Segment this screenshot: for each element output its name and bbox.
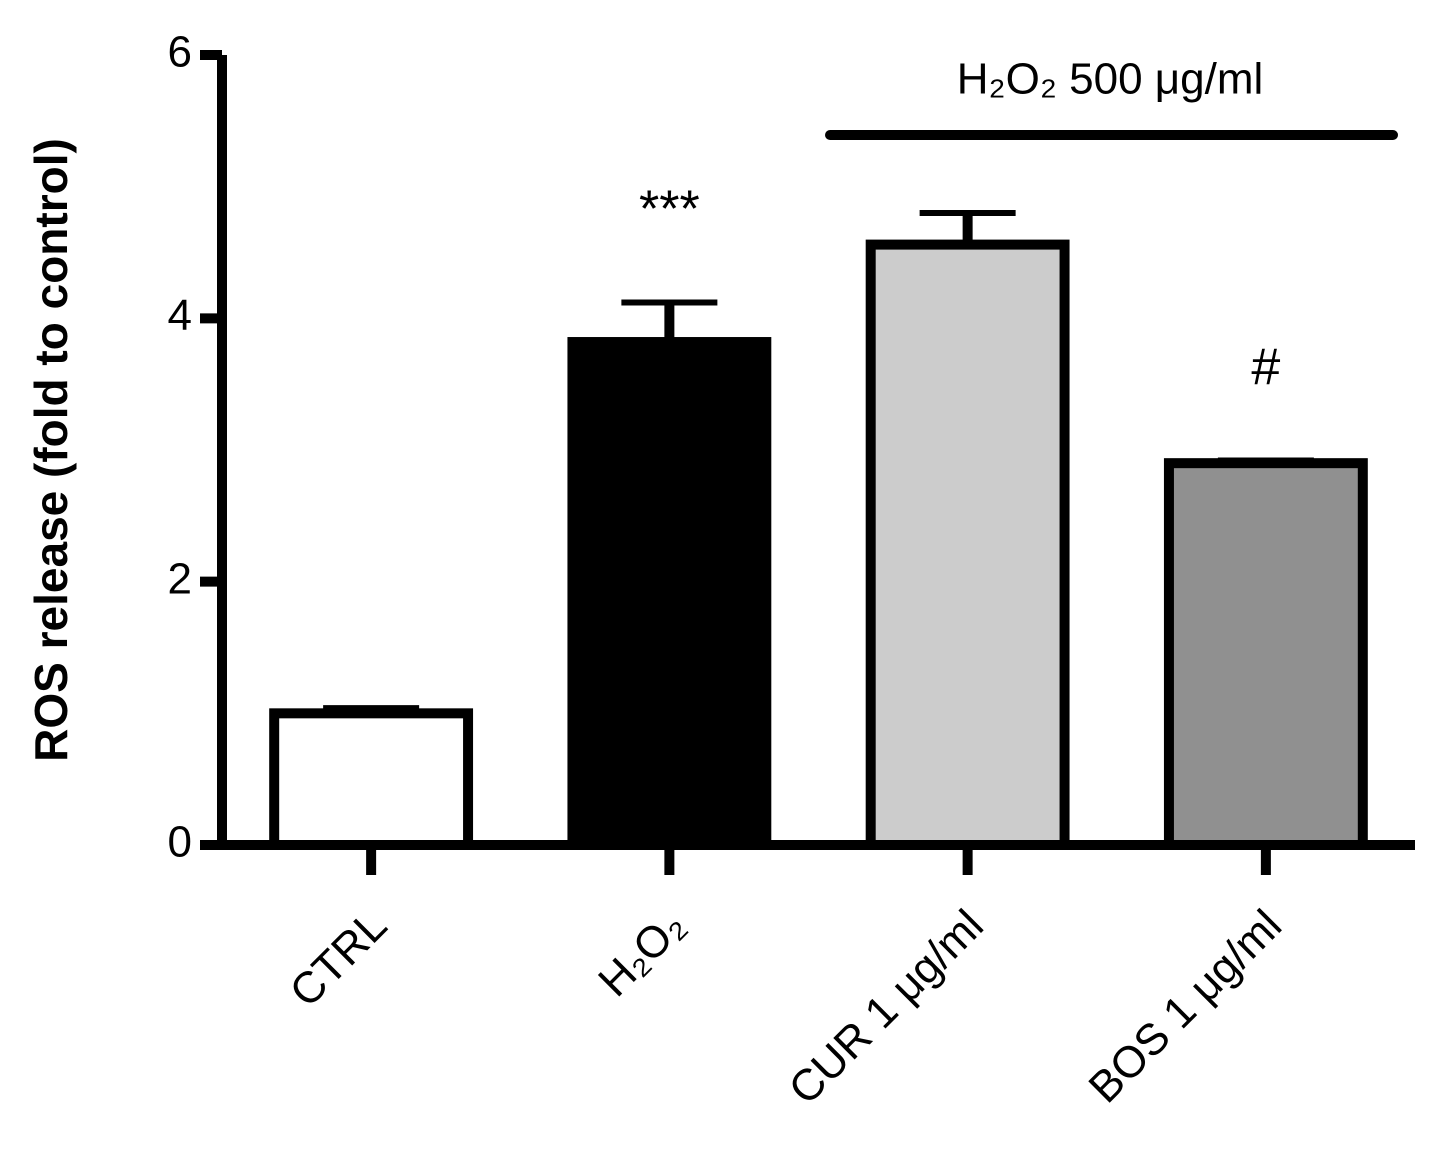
x-tick-label: H₂O₂ <box>589 901 694 1006</box>
y-tick-label: 6 <box>168 28 192 77</box>
y-tick-label: 2 <box>168 554 192 603</box>
x-tick-label: BOS 1 μg/ml <box>1080 901 1292 1113</box>
bar <box>865 239 1070 851</box>
bar <box>269 708 474 850</box>
bar <box>1163 458 1368 850</box>
y-tick-label: 0 <box>168 818 192 867</box>
x-tick-label: CTRL <box>281 901 397 1017</box>
significance-mark: *** <box>639 180 700 238</box>
y-tick-label: 4 <box>168 291 192 340</box>
bracket-label: H₂O₂ 500 μg/ml <box>957 55 1264 104</box>
significance-mark: # <box>1251 338 1280 396</box>
x-tick-label: CUR 1 μg/ml <box>780 901 993 1114</box>
bar <box>567 337 772 850</box>
y-axis-label: ROS release (fold to control) <box>25 138 77 762</box>
